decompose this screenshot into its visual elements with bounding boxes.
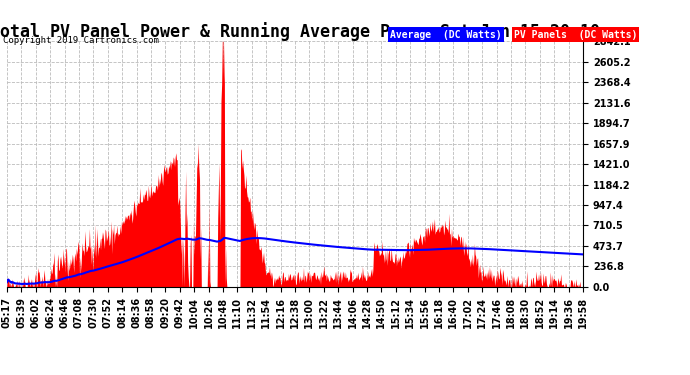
Text: PV Panels  (DC Watts): PV Panels (DC Watts) bbox=[514, 30, 638, 39]
Title: Total PV Panel Power & Running Average Power Sat Jun 15 20:10: Total PV Panel Power & Running Average P… bbox=[0, 22, 600, 41]
Text: Copyright 2019 Cartronics.com: Copyright 2019 Cartronics.com bbox=[3, 36, 159, 45]
Text: Average  (DC Watts): Average (DC Watts) bbox=[390, 30, 502, 39]
